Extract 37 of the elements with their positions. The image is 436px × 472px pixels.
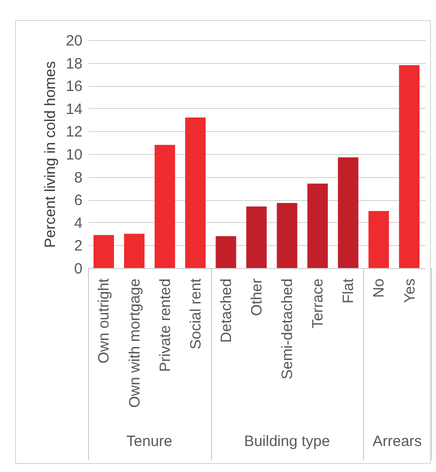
- y-tick-label: 0: [74, 260, 82, 278]
- text: Building type: [243, 433, 331, 450]
- x-tick-label: Other: [248, 278, 266, 316]
- bar: [216, 236, 236, 268]
- text: Arrears: [372, 433, 423, 450]
- x-tick-label: Terrace: [310, 278, 327, 329]
- x-tick-label: Private rented: [156, 278, 174, 372]
- bar: [307, 184, 328, 268]
- x-tick-label: Flat: [340, 278, 358, 304]
- x-tick-label: Own with mortgage: [126, 278, 144, 408]
- y-tick-label: 8: [74, 169, 82, 186]
- y-tick-label: 16: [66, 78, 82, 96]
- bar: [94, 234, 114, 268]
- bar: [246, 206, 267, 268]
- y-tick-label: 10: [66, 146, 82, 164]
- y-axis-title: Percent living in cold homes: [42, 61, 59, 248]
- bar: [368, 211, 389, 268]
- x-tick-label: No: [370, 278, 388, 298]
- bar: [185, 118, 206, 268]
- y-tick-label: 18: [66, 55, 82, 72]
- x-tick-label: Semi-detached: [279, 278, 296, 380]
- y-tick-label: 2: [74, 238, 82, 255]
- y-tick-label: 20: [66, 32, 82, 50]
- y-tick-label: 6: [74, 192, 82, 210]
- bar: [399, 65, 420, 268]
- bar: [124, 234, 145, 268]
- y-tick-label: 14: [66, 100, 82, 118]
- x-tick-label: Social rent: [187, 278, 204, 350]
- y-tick-label: 12: [66, 124, 82, 141]
- bar: [154, 144, 176, 268]
- x-tick-label: Detached: [218, 278, 235, 343]
- bar: [338, 157, 358, 268]
- x-tick-label: Own outright: [96, 278, 113, 364]
- bar: [276, 203, 298, 268]
- y-tick-label: 4: [74, 214, 82, 232]
- text: Tenure: [125, 433, 174, 450]
- x-tick-label: Yes: [401, 278, 418, 303]
